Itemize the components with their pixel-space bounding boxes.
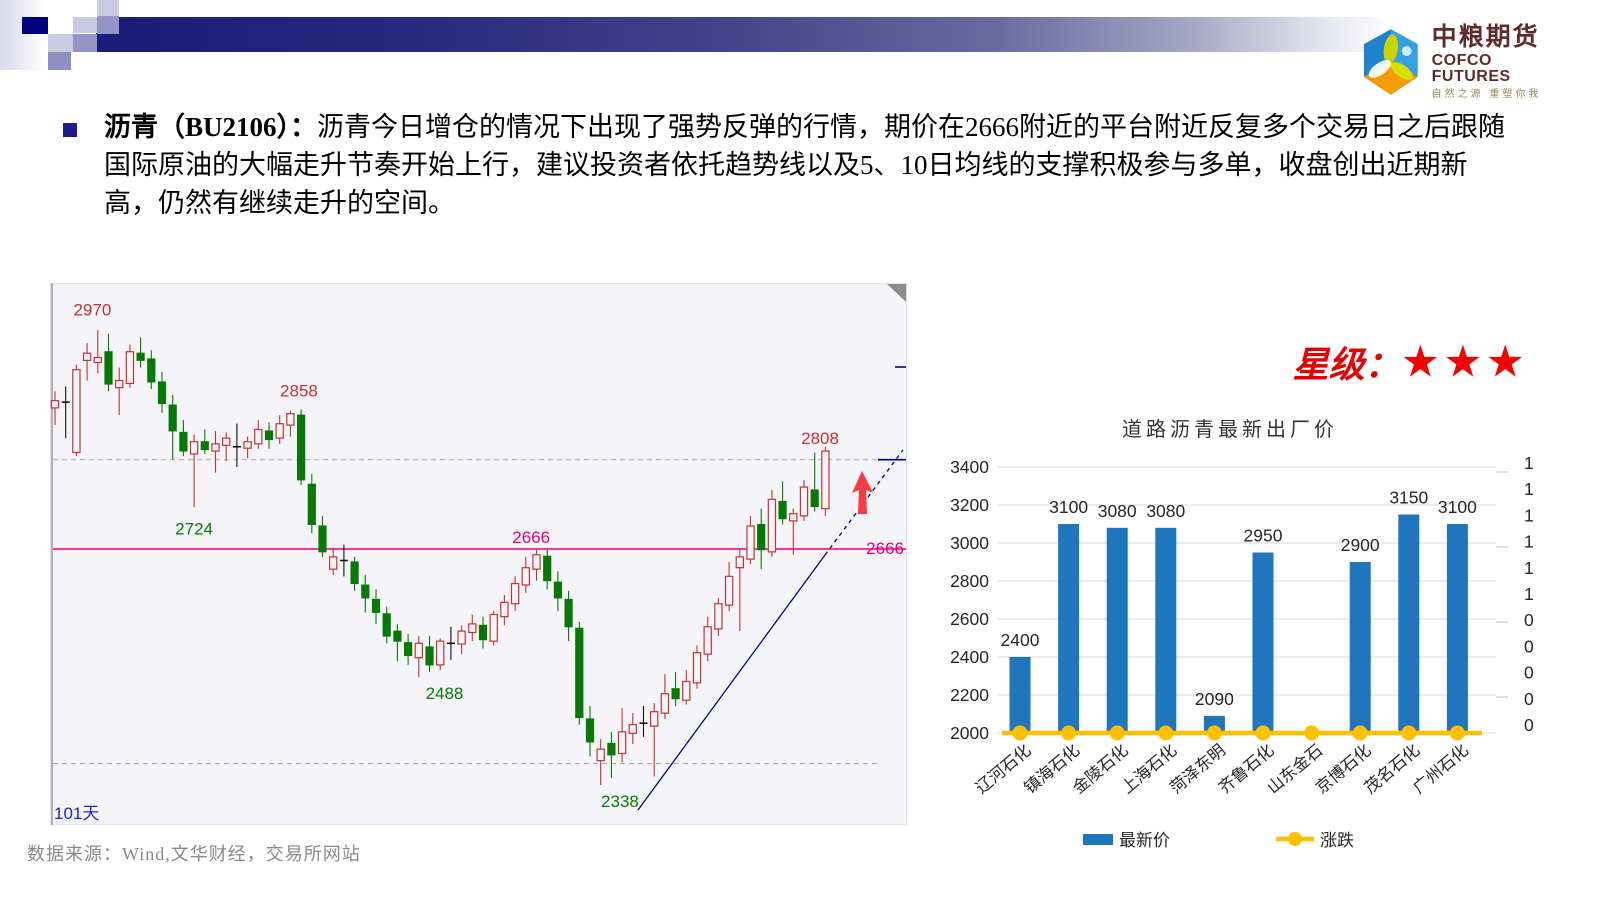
brand-name-cn: 中粮期货 [1431,23,1540,51]
svg-text:2488: 2488 [426,684,464,703]
svg-text:1: 1 [1524,558,1534,578]
svg-text:2666: 2666 [866,539,904,558]
svg-text:2900: 2900 [1341,535,1380,555]
candlestick-chart: 2970 2724 2858 2488 2666 2338 2808 2666 101天 [49,282,908,826]
svg-text:3400: 3400 [950,457,989,477]
star-rating: 星级：★★★ [1293,336,1528,388]
brand-tagline: 自然之源 重塑你我 [1431,88,1542,100]
svg-text:3200: 3200 [950,495,989,515]
svg-text:2400: 2400 [1001,630,1040,650]
svg-text:2600: 2600 [950,609,989,629]
deco-square [48,34,73,52]
deco-square [22,17,48,34]
svg-text:2808: 2808 [801,429,839,448]
svg-text:1: 1 [1524,532,1534,552]
svg-text:0: 0 [1524,663,1534,683]
svg-text:2200: 2200 [950,685,989,705]
svg-text:2724: 2724 [175,520,213,539]
svg-text:1: 1 [1524,453,1534,473]
svg-text:1: 1 [1524,584,1534,604]
star-rating-label: 星级： [1292,345,1401,385]
deco-square [48,52,71,70]
deco-square [73,17,97,33]
svg-text:3000: 3000 [950,533,989,553]
star-icons: ★★★ [1400,336,1528,388]
svg-text:0: 0 [1524,636,1534,656]
svg-text:0: 0 [1524,610,1534,630]
commentary-body: 沥青今日增仓的情况下出现了强势反弹的行情，期价在2666附近的平台附近反复多个交… [104,112,1506,218]
svg-text:2970: 2970 [74,301,112,320]
svg-text:1: 1 [1524,505,1534,525]
svg-text:涨跌: 涨跌 [1320,831,1354,850]
factory-price-bar-chart: 道路沥青最新出厂价 2000 2200 2400 2600 2800 3000 3200 340… [930,408,1550,858]
svg-text:3080: 3080 [1098,501,1137,521]
svg-text:2400: 2400 [950,647,989,667]
svg-text:2800: 2800 [950,571,989,591]
svg-text:2950: 2950 [1244,526,1283,546]
header-gradient-strip [0,0,46,70]
deco-square [97,16,119,34]
cofco-logo-cube-icon [1363,29,1418,95]
svg-text:0: 0 [1524,715,1534,735]
deco-square [97,0,119,16]
svg-text:101天: 101天 [54,804,99,823]
deco-square [73,34,97,52]
svg-text:3080: 3080 [1146,501,1185,521]
svg-text:3100: 3100 [1438,497,1477,517]
svg-text:2338: 2338 [601,792,639,811]
header-banner [96,17,1381,52]
cofco-logo: 中粮期货 COFCO FUTURES 自然之源 重塑你我 [1360,24,1575,100]
svg-text:1: 1 [1524,479,1534,499]
svg-text:2090: 2090 [1195,689,1234,709]
svg-text:2000: 2000 [950,723,989,743]
svg-text:3100: 3100 [1049,497,1088,517]
svg-text:0: 0 [1524,689,1534,709]
svg-text:最新价: 最新价 [1119,831,1170,850]
data-source-note: 数据来源：Wind,文华财经，交易所网站 [27,844,361,864]
commentary-lead: 沥青（BU2106）： [104,112,318,142]
svg-text:道路沥青最新出厂价: 道路沥青最新出厂价 [1122,418,1338,441]
svg-text:3150: 3150 [1389,488,1428,508]
commentary-paragraph: 沥青（BU2106）：沥青今日增仓的情况下出现了强势反弹的行情，期价在2666附… [104,108,1506,222]
brand-name-en: COFCO FUTURES [1431,51,1511,85]
bullet-marker [63,123,77,137]
svg-text:2858: 2858 [280,381,318,400]
svg-text:广州石化: 广州石化 [1409,741,1472,798]
svg-text:2666: 2666 [512,528,550,547]
